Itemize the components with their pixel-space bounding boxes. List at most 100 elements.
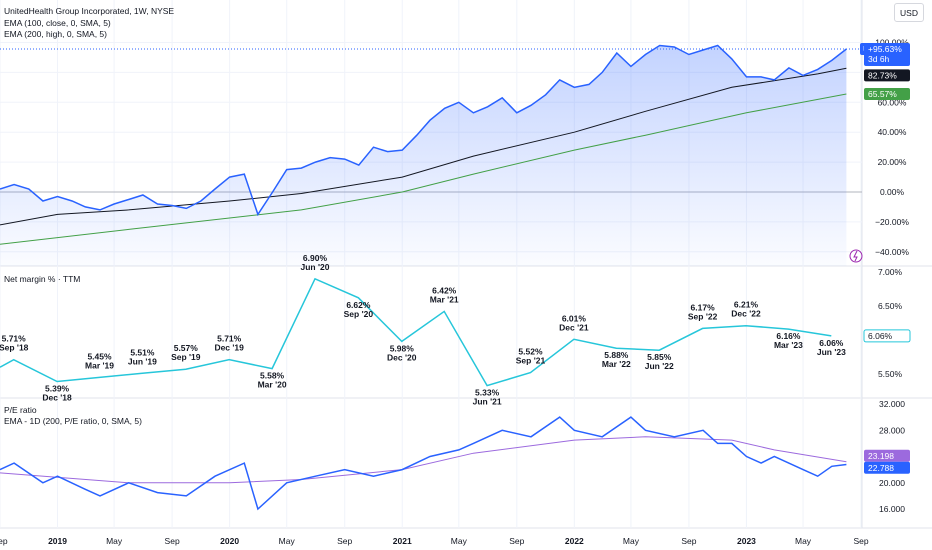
ema200-badge — [864, 87, 910, 100]
margin-value-label: 5.57% — [174, 343, 199, 353]
pe-line — [0, 416, 847, 511]
pe-ema-line — [0, 436, 847, 484]
price-axis-tick-label: −40.00% — [875, 247, 909, 257]
margin-period-label: Mar '22 — [602, 359, 631, 369]
margin-value-label: 5.52% — [518, 347, 543, 357]
margin-period-label: Jun '19 — [128, 356, 157, 366]
margin-value-label: 6.42% — [432, 285, 457, 295]
margin-period-label: Mar '23 — [774, 340, 803, 350]
price-axis-tick-label: −20.00% — [875, 217, 909, 227]
indicator-ema200-label: EMA (200, high, 0, SMA, 5) — [4, 29, 107, 39]
margin-value-label: 6.16% — [776, 331, 801, 341]
ema100-badge-text: 82.73% — [868, 70, 897, 80]
currency-label: USD — [900, 7, 918, 18]
ema100-badge — [864, 69, 910, 82]
margin-axis-tick-label: 5.50% — [878, 369, 903, 379]
margin-period-label: Sep '22 — [688, 311, 718, 321]
time-axis-tick-label: 2019 — [48, 536, 67, 546]
chart-title: UnitedHealth Group Incorporated, 1W, NYS… — [4, 6, 174, 16]
margin-value-label: 5.85% — [647, 352, 672, 362]
price-axis-tick-label: 100.00% — [875, 38, 909, 48]
margin-value-label: 6.90% — [303, 253, 328, 263]
margin-value-label: 5.33% — [475, 388, 500, 398]
margin-period-label: Jun '22 — [645, 361, 674, 371]
pe-ema-badge-text: 23.198 — [868, 451, 894, 461]
pe-axis-tick-label: 16.000 — [879, 504, 905, 514]
margin-period-label: Dec '18 — [42, 392, 72, 402]
price-axis-tick-label: 60.00% — [878, 97, 907, 107]
pe-axis-tick-label: 20.000 — [879, 478, 905, 488]
margin-value-label: 6.21% — [734, 300, 759, 310]
margin-value-label: 5.51% — [130, 347, 155, 357]
pe-pane-title: P/E ratio — [4, 405, 37, 415]
pe-pane-subtitle: EMA - 1D (200, P/E ratio, 0, SMA, 5) — [4, 416, 142, 426]
margin-period-label: Dec '22 — [731, 309, 761, 319]
currency-button[interactable]: USD — [894, 3, 924, 22]
price-axis-tick-label: 20.00% — [878, 157, 907, 167]
margin-value-label: 6.62% — [346, 300, 371, 310]
time-axis-tick-label: 2021 — [393, 536, 412, 546]
price-badge-text: +95.63% — [868, 44, 902, 54]
margin-value-label: 5.58% — [260, 371, 285, 381]
time-axis-tick-label: 2023 — [737, 536, 756, 546]
margin-value-label: 5.71% — [2, 334, 27, 344]
margin-period-label: Dec '20 — [387, 352, 417, 362]
margin-period-label: Mar '19 — [85, 360, 114, 370]
margin-value-label: 5.88% — [604, 350, 629, 360]
time-axis-tick-label: Sep — [337, 536, 352, 546]
margin-line — [0, 277, 832, 387]
pe-axis-tick-label: 28.000 — [879, 425, 905, 435]
pe-ema-badge — [864, 449, 910, 462]
margin-period-label: Sep '20 — [344, 309, 374, 319]
time-axis-tick-label: 2022 — [565, 536, 584, 546]
margin-value-label: 6.01% — [562, 313, 587, 323]
margin-period-label: Jun '20 — [301, 262, 330, 272]
margin-period-label: Mar '21 — [430, 294, 459, 304]
time-axis-tick-label: May — [451, 536, 468, 546]
margin-value-label: 5.45% — [87, 351, 112, 361]
time-axis-tick-label: Sep — [681, 536, 696, 546]
time-axis-tick-label: May — [279, 536, 296, 546]
time-axis-tick-label: Sep — [0, 536, 8, 546]
margin-period-label: Jun '23 — [817, 347, 846, 357]
pe-axis-tick-label: 32.000 — [879, 399, 905, 409]
margin-period-label: Jun '21 — [473, 397, 502, 407]
margin-value-label: 5.98% — [390, 343, 415, 353]
margin-pane-title: Net margin % · TTM — [4, 274, 80, 284]
lightning-icon — [849, 249, 863, 263]
pe-badge-text: 22.788 — [868, 463, 894, 473]
margin-period-label: Dec '21 — [559, 322, 589, 332]
margin-period-label: Dec '19 — [214, 343, 244, 353]
margin-value-label: 6.06% — [819, 338, 844, 348]
time-axis-tick-label: May — [106, 536, 123, 546]
indicator-ema100-label: EMA (100, close, 0, SMA, 5) — [4, 18, 111, 28]
margin-badge — [863, 329, 911, 343]
time-axis-tick-label: Sep — [165, 536, 180, 546]
time-axis-tick-label: May — [623, 536, 640, 546]
time-axis-tick-label: Sep — [853, 536, 868, 546]
margin-value-label: 5.39% — [45, 383, 70, 393]
margin-period-label: Sep '19 — [171, 352, 201, 362]
margin-period-label: Mar '20 — [258, 380, 287, 390]
margin-axis-tick-label: 7.00% — [878, 267, 903, 277]
price-badge — [864, 43, 910, 67]
time-axis-tick-label: Sep — [509, 536, 524, 546]
ema200-line — [0, 93, 847, 245]
price-axis-tick-label: 40.00% — [878, 127, 907, 137]
margin-value-label: 5.71% — [217, 334, 242, 344]
margin-period-label: Sep '21 — [516, 356, 546, 366]
pe-badge — [864, 461, 910, 474]
ema100-line — [0, 67, 847, 226]
ema200-badge-text: 65.57% — [868, 89, 897, 99]
price-badge-text: 3d 6h — [868, 54, 890, 64]
price-axis-tick-label: 0.00% — [880, 187, 905, 197]
margin-axis-tick-label: 6.50% — [878, 301, 903, 311]
margin-value-label: 6.17% — [691, 302, 716, 312]
time-axis-tick-label: 2020 — [220, 536, 239, 546]
time-axis-tick-label: May — [795, 536, 812, 546]
margin-badge-text: 6.06% — [868, 331, 893, 341]
lightning-icon-bolt — [853, 250, 858, 262]
margin-period-label: Sep '18 — [0, 343, 29, 353]
price-area-fill — [0, 45, 847, 266]
